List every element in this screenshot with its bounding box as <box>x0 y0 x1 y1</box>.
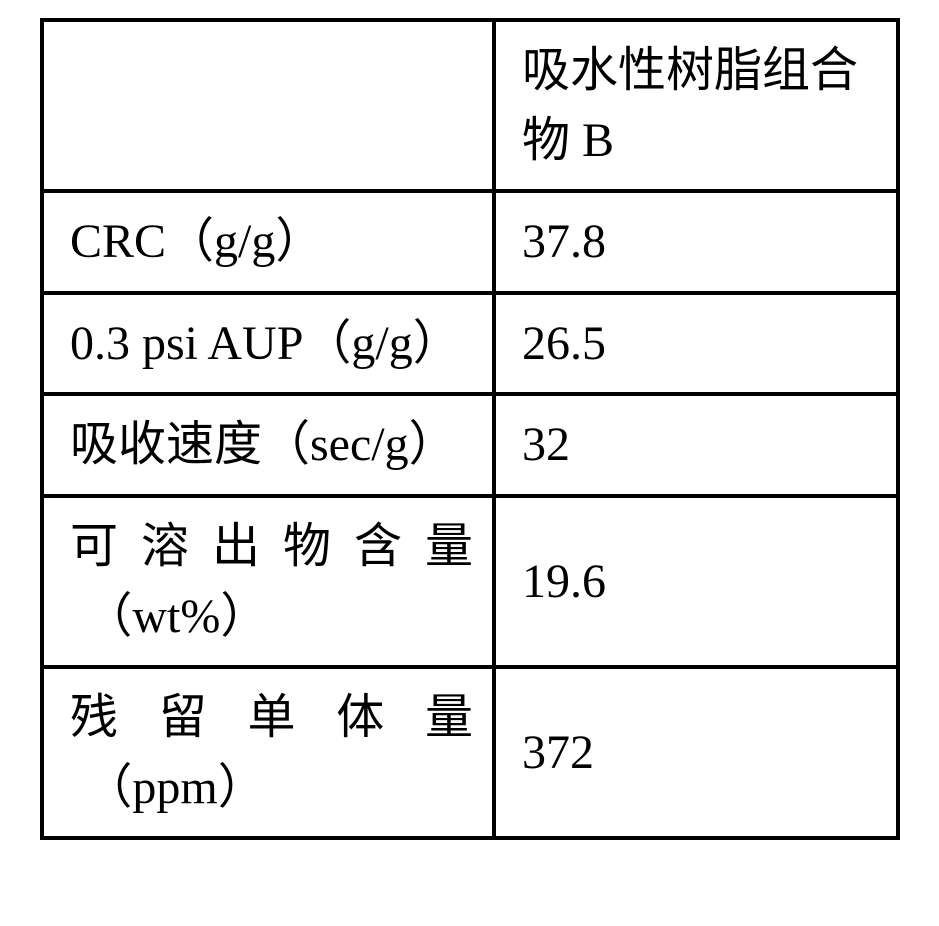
row-label: 残留单体量 （ppm） <box>42 667 494 838</box>
properties-table: 吸水性树脂组合 物 B CRC（g/g） 37.8 0.3 psi AUP（g/… <box>40 18 900 840</box>
row-value: 19.6 <box>494 496 898 667</box>
header-blank-cell <box>42 20 494 191</box>
table-row: 0.3 psi AUP（g/g） 26.5 <box>42 293 898 395</box>
row-label: CRC（g/g） <box>42 191 494 293</box>
row-label-line1: 残留单体量 <box>70 683 474 753</box>
table-row: CRC（g/g） 37.8 <box>42 191 898 293</box>
row-value: 37.8 <box>494 191 898 293</box>
table-header-row: 吸水性树脂组合 物 B <box>42 20 898 191</box>
row-value: 372 <box>494 667 898 838</box>
row-label-line2: （wt%） <box>70 582 474 652</box>
row-label: 可溶出物含量 （wt%） <box>42 496 494 667</box>
row-value: 26.5 <box>494 293 898 395</box>
row-label-line2: （ppm） <box>70 753 474 823</box>
row-label-line1: 可溶出物含量 <box>70 512 474 582</box>
table-row: 可溶出物含量 （wt%） 19.6 <box>42 496 898 667</box>
row-value: 32 <box>494 394 898 496</box>
page: 吸水性树脂组合 物 B CRC（g/g） 37.8 0.3 psi AUP（g/… <box>0 0 939 926</box>
row-label: 0.3 psi AUP（g/g） <box>42 293 494 395</box>
header-value-line2: 物 B <box>522 106 878 176</box>
header-value-cell: 吸水性树脂组合 物 B <box>494 20 898 191</box>
table-row: 残留单体量 （ppm） 372 <box>42 667 898 838</box>
table-row: 吸收速度（sec/g） 32 <box>42 394 898 496</box>
row-label: 吸收速度（sec/g） <box>42 394 494 496</box>
header-value-line1: 吸水性树脂组合 <box>522 36 878 106</box>
